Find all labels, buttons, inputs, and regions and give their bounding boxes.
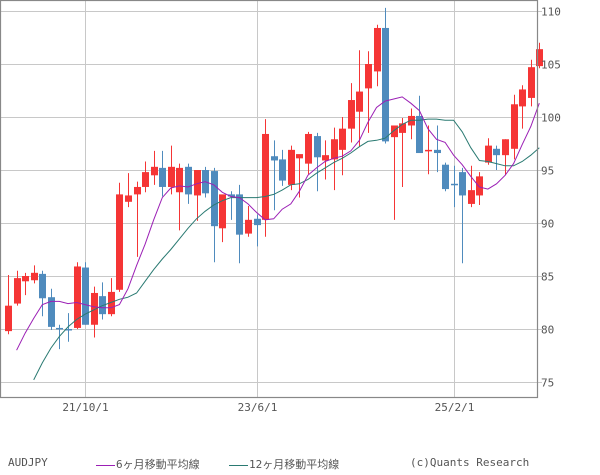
svg-text:105: 105 bbox=[541, 59, 561, 72]
svg-text:90: 90 bbox=[541, 218, 554, 231]
plot-frame bbox=[0, 0, 539, 399]
svg-text:100: 100 bbox=[541, 112, 561, 125]
svg-text:75: 75 bbox=[541, 377, 554, 390]
legend-ma6: 6ヶ月移動平均線 bbox=[96, 456, 200, 472]
svg-text:25/2/1: 25/2/1 bbox=[435, 401, 475, 414]
legend-ma12: 12ヶ月移動平均線 bbox=[229, 456, 339, 472]
svg-text:95: 95 bbox=[541, 165, 554, 178]
y-axis-labels: 75 80 85 90 95 100 105 110 bbox=[541, 6, 561, 390]
grid-lines bbox=[0, 0, 542, 397]
credit-label: (c)Quants Research bbox=[410, 456, 530, 469]
ma12-swatch-icon bbox=[229, 464, 248, 466]
svg-text:21/10/1: 21/10/1 bbox=[62, 401, 108, 414]
ma6-swatch-icon bbox=[96, 464, 115, 466]
svg-text:85: 85 bbox=[541, 271, 554, 284]
svg-text:80: 80 bbox=[541, 324, 554, 337]
ma12-line bbox=[33, 118, 540, 381]
svg-text:23/6/1: 23/6/1 bbox=[238, 401, 278, 414]
legend-ma12-label: 12ヶ月移動平均線 bbox=[249, 458, 340, 471]
ma6-line bbox=[16, 96, 540, 351]
symbol-label: AUDJPY bbox=[8, 456, 48, 469]
candlestick-chart: 75 80 85 90 95 100 105 110 21/10/1 23/6/1 25/2/1 bbox=[0, 0, 561, 414]
legend-ma6-label: 6ヶ月移動平均線 bbox=[116, 458, 200, 471]
x-axis-labels: 21/10/1 23/6/1 25/2/1 bbox=[62, 401, 474, 414]
svg-text:110: 110 bbox=[541, 6, 561, 19]
candles bbox=[5, 7, 543, 350]
